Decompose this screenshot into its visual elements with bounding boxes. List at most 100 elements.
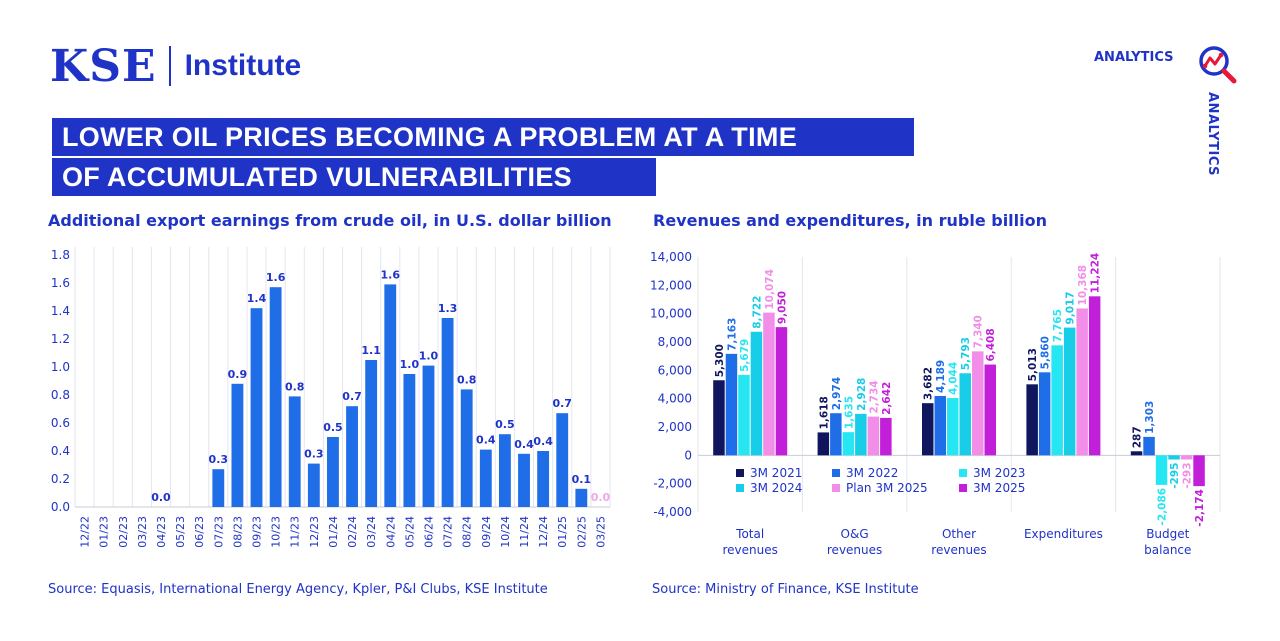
y-tick-label: 4,000 (658, 392, 692, 406)
y-tick-label: 1.0 (51, 360, 70, 374)
bar (984, 364, 996, 456)
logo-institute: Institute (184, 49, 302, 82)
x-tick-label: 12/24 (537, 516, 550, 548)
legend-label: 3M 2024 (750, 481, 802, 495)
x-tick-label: 01/25 (556, 516, 569, 548)
data-label: 3,682 (923, 367, 935, 400)
data-label: 1.1 (361, 344, 381, 357)
bar (1038, 372, 1051, 456)
x-tick-label: 02/23 (117, 516, 130, 548)
oil-export-earnings-chart: 0.0 0.2 0.4 0.6 0.8 1.0 1.2 1.4 1.6 1.8 12/22 01/23… (51, 247, 611, 548)
bar (403, 374, 416, 507)
y-tick-label: -4,000 (653, 505, 692, 519)
legend-label: 3M 2023 (973, 466, 1025, 480)
category-label: O&G (841, 527, 869, 541)
data-label: 1.0 (419, 350, 439, 363)
legend-swatch (736, 469, 744, 477)
x-tick-label: 12/23 (308, 516, 321, 548)
data-label: 6,408 (985, 328, 997, 361)
bar (775, 327, 788, 456)
data-label: 0.0 (151, 491, 171, 504)
data-label: 0.3 (304, 448, 324, 461)
category-label: Other (942, 527, 976, 541)
data-label: 7,163 (726, 318, 738, 351)
data-label: 1.6 (266, 271, 286, 284)
data-label: 2,642 (881, 382, 893, 415)
bar (212, 469, 225, 507)
y-tick-label: 0.8 (51, 388, 70, 402)
bar (922, 403, 934, 456)
category-label: revenues (931, 543, 986, 557)
right-chart-source: Source: Ministry of Finance, KSE Institu… (652, 582, 919, 597)
x-tick-label: 04/24 (384, 516, 397, 548)
legend-label: 3M 2021 (750, 466, 802, 480)
legend-label: 3M 2022 (846, 466, 898, 480)
bar (460, 389, 473, 507)
legend-swatch (832, 484, 840, 492)
x-tick-label: 01/23 (98, 516, 111, 548)
y-tick-label: 1.2 (51, 332, 70, 346)
bar (763, 312, 775, 456)
bar (1026, 384, 1038, 456)
x-tick-label: 03/24 (365, 516, 378, 548)
bar (867, 416, 880, 456)
data-label: 0.9 (228, 368, 248, 381)
x-tick-label: 03/23 (136, 516, 149, 548)
data-label: -293 (1182, 462, 1194, 488)
x-tick-label: 04/23 (155, 516, 168, 548)
kse-logo: KSE Institute (50, 41, 302, 92)
data-label: 7,340 (973, 315, 985, 348)
legend-label: Plan 3M 2025 (846, 481, 928, 495)
bar (959, 373, 971, 456)
x-tick-label: 07/24 (442, 516, 455, 548)
data-label: 1,618 (818, 396, 830, 429)
y-tick-label: 0.6 (51, 416, 70, 430)
legend-swatch (959, 484, 967, 492)
data-label: 5,679 (739, 339, 751, 372)
data-label: 0.4 (533, 435, 553, 448)
bar (1076, 308, 1088, 456)
bar (1088, 296, 1101, 456)
legend-swatch (959, 469, 967, 477)
data-label: 0.7 (552, 397, 572, 410)
bar (972, 351, 984, 456)
data-label: 4,044 (948, 362, 960, 395)
data-label: 2,734 (868, 380, 880, 413)
y-tick-label: 12,000 (650, 278, 692, 292)
logo-separator (168, 46, 171, 86)
bar (880, 417, 892, 456)
bar (1143, 436, 1155, 456)
bar (556, 413, 569, 507)
x-tick-label: 08/24 (461, 516, 474, 548)
category-label: revenues (723, 543, 778, 557)
bar (934, 395, 946, 456)
category-label: revenues (827, 543, 882, 557)
bar (250, 308, 263, 507)
legend-label: 3M 2025 (973, 481, 1025, 495)
data-label: 9,050 (776, 291, 788, 324)
bar (738, 374, 750, 456)
data-label: 0.4 (476, 434, 496, 447)
data-label: 287 (1132, 426, 1144, 448)
bar (1180, 455, 1193, 460)
bar (1168, 455, 1180, 460)
y-tick-label: 1.4 (51, 304, 70, 318)
y-tick-label: -2,000 (653, 477, 692, 491)
data-label: 2,928 (856, 378, 868, 411)
data-label: 11,224 (1090, 253, 1102, 294)
bar (830, 413, 842, 456)
revenues-expenditures-chart: 14,000 12,000 10,000 8,000 6,000 4,000 2,000 0 -… (650, 250, 1221, 557)
data-label: 9,017 (1065, 291, 1077, 324)
bar (817, 432, 830, 456)
legend-swatch (832, 469, 840, 477)
data-label: 0.7 (342, 390, 362, 403)
bar (479, 449, 492, 507)
data-label: 0.3 (209, 453, 229, 466)
bar (725, 353, 738, 456)
data-label: 0.8 (285, 380, 305, 393)
y-tick-label: 0.4 (51, 444, 70, 458)
bar (518, 453, 530, 507)
x-tick-label: 11/23 (289, 516, 302, 548)
brand-analytics-top: ANALYTICS (1094, 50, 1174, 65)
data-label: 0.1 (572, 473, 592, 486)
